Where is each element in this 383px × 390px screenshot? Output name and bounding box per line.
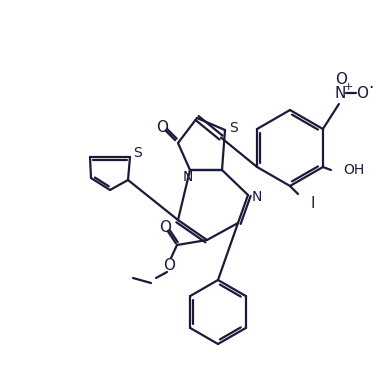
Text: N: N <box>183 170 193 184</box>
Text: S: S <box>229 121 237 135</box>
Text: ·: · <box>368 79 373 97</box>
Text: O: O <box>159 220 171 234</box>
Text: +: + <box>344 82 354 92</box>
Text: N: N <box>334 85 345 101</box>
Text: N: N <box>252 190 262 204</box>
Text: O: O <box>156 119 168 135</box>
Text: O: O <box>356 85 368 101</box>
Text: O: O <box>163 257 175 273</box>
Text: OH: OH <box>343 163 364 177</box>
Text: O: O <box>335 71 347 87</box>
Text: I: I <box>310 197 314 211</box>
Text: S: S <box>134 146 142 160</box>
